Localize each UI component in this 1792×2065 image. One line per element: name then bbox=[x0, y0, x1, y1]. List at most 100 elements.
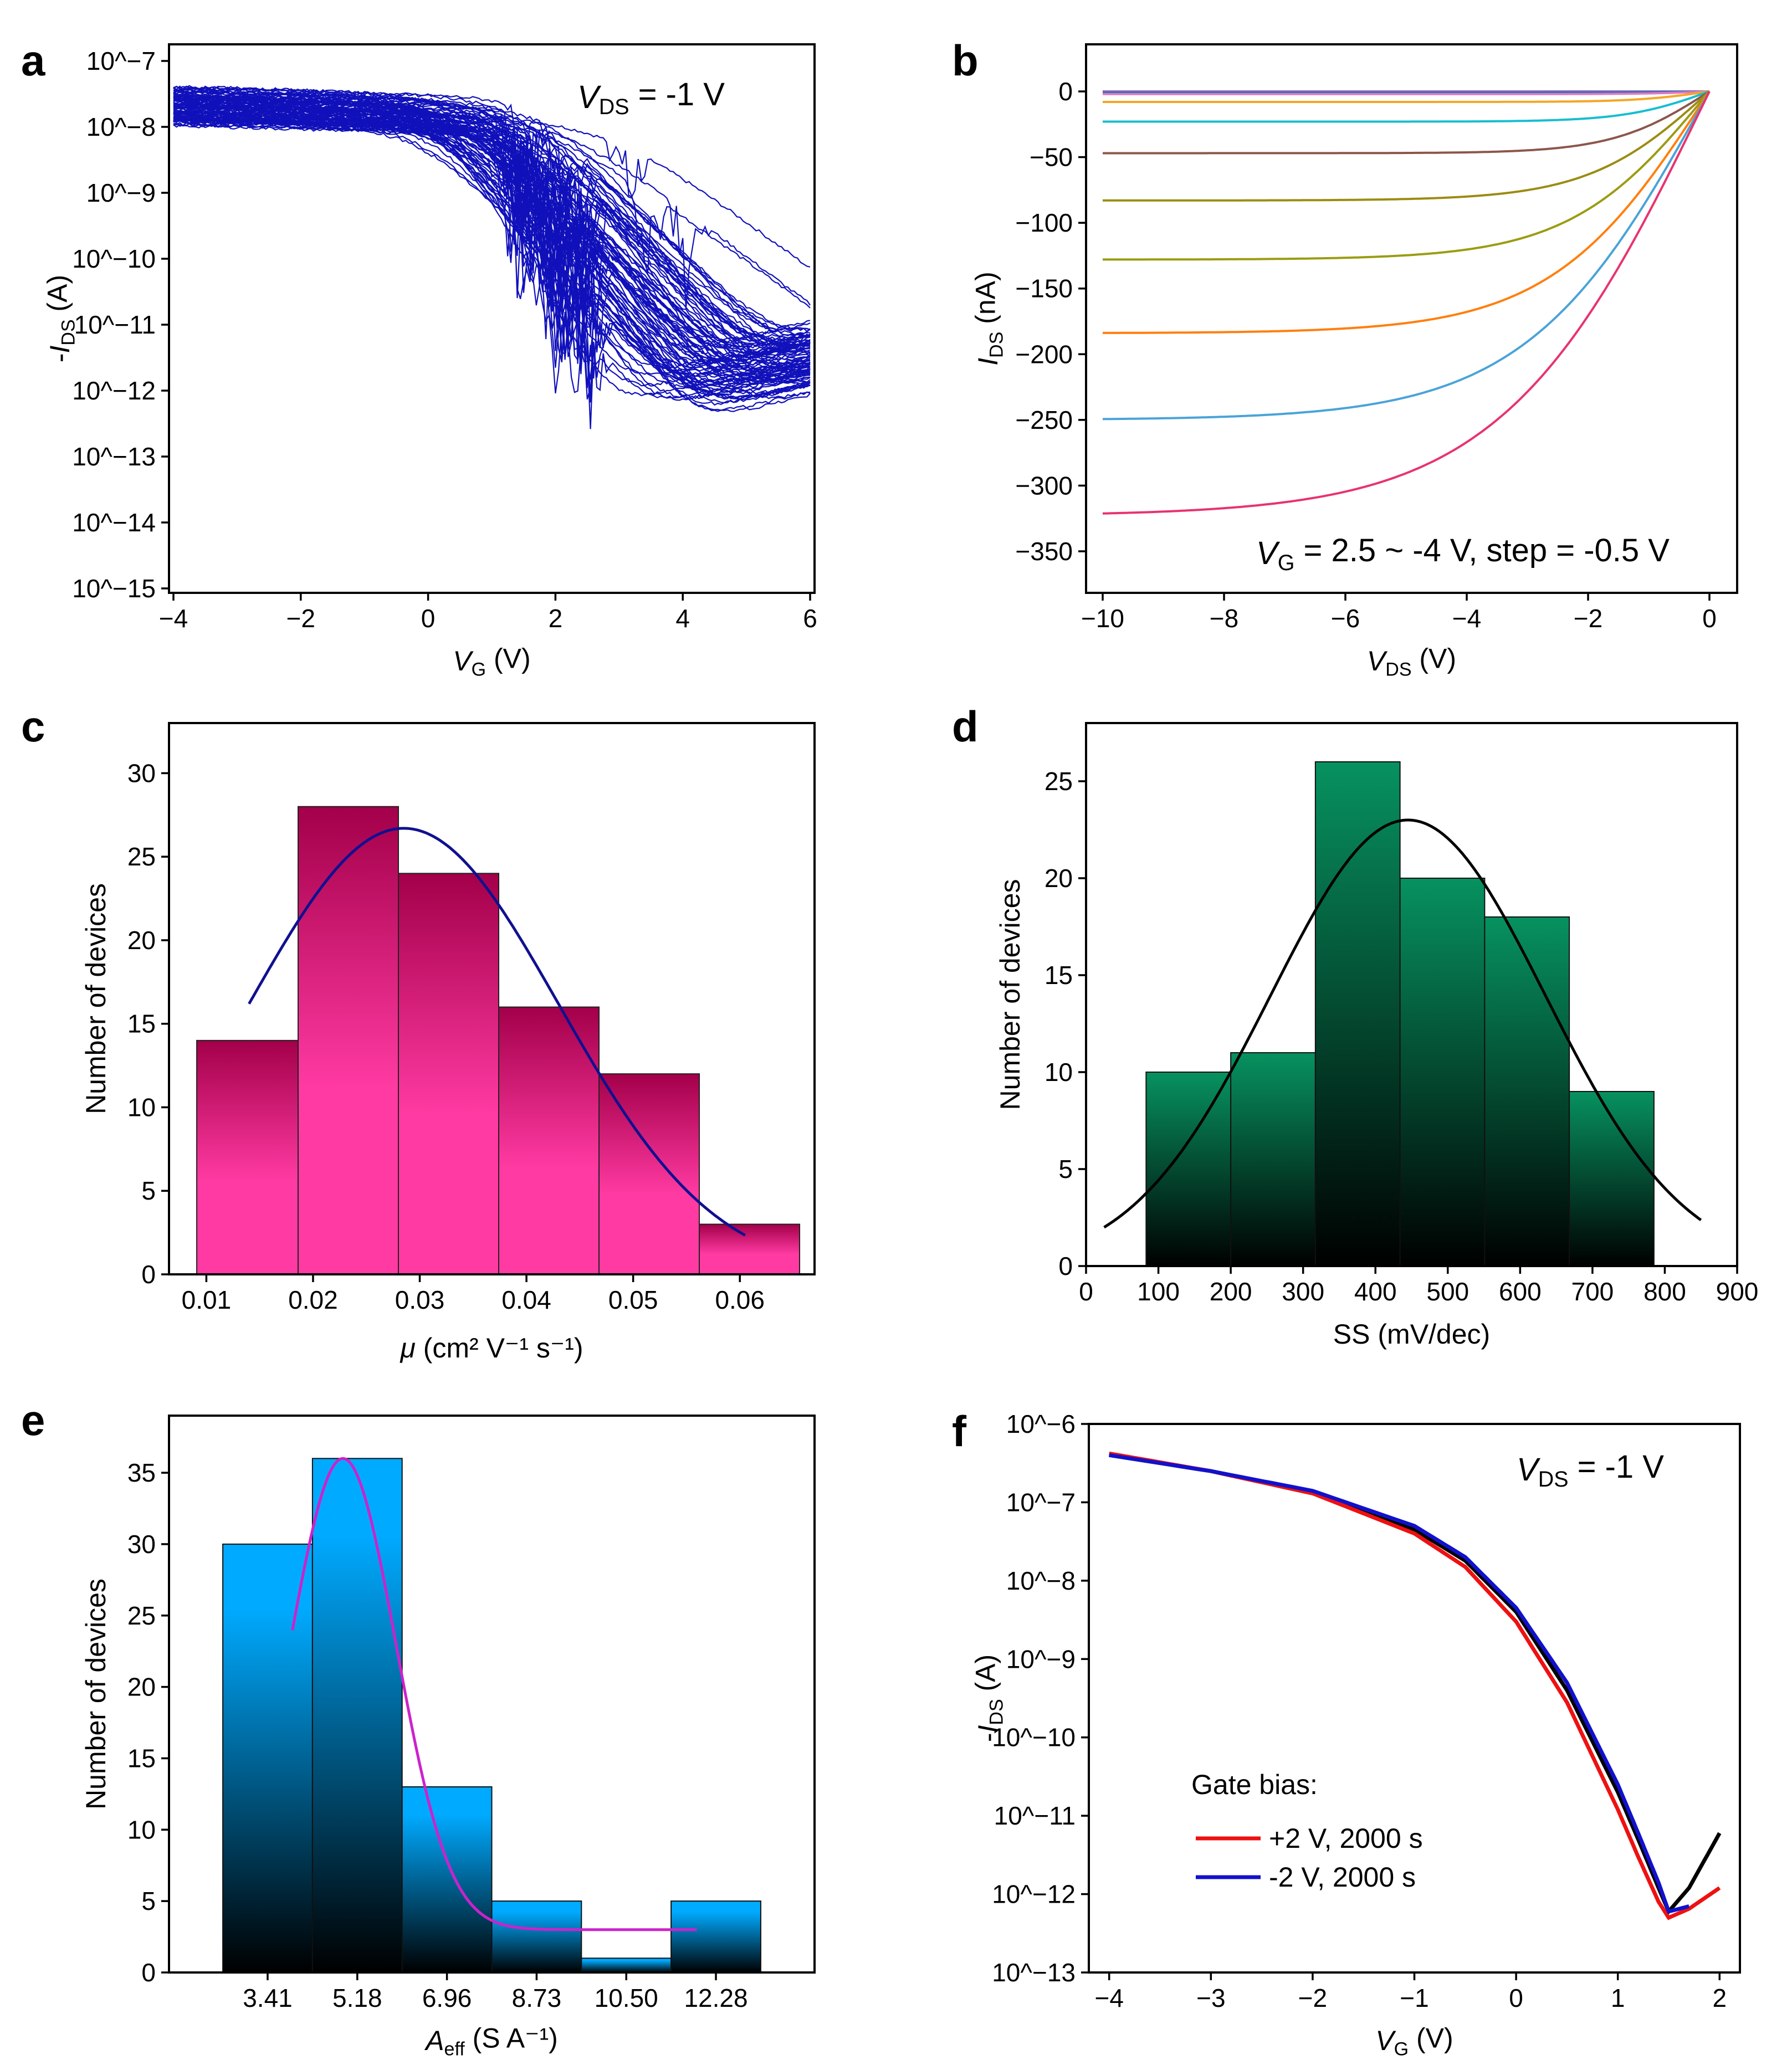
y-tick-label: 10^−9 bbox=[86, 178, 156, 207]
chart-d-ss-histogram: 0 100 200 300 400 500 600 700 800 900 0 5 10 15 20 25 SS… bbox=[995, 722, 1759, 1350]
y-tick-label: 0 bbox=[1058, 77, 1073, 106]
histogram-bar bbox=[498, 1006, 600, 1275]
chart-e-aeff-histogram: 3.41 5.18 6.96 8.73 10.50 12.28 0 5 10 15 20 25 30 35… bbox=[80, 1415, 816, 2060]
transfer-curve bbox=[173, 93, 811, 378]
x-tick-label: 0 bbox=[421, 604, 436, 633]
histogram-bar bbox=[1145, 1072, 1232, 1267]
transfer-curve bbox=[173, 96, 811, 350]
annotation: VG​ = 2.5 ~ -4 V, step = -0.5 V bbox=[1256, 532, 1670, 575]
histogram-bar bbox=[491, 1900, 582, 1973]
gaussian-fit bbox=[291, 1457, 697, 1931]
x-tick-label: −6 bbox=[1331, 604, 1360, 633]
histogram-bar bbox=[1399, 878, 1486, 1267]
histogram-bar bbox=[222, 1543, 313, 1973]
plot-frame bbox=[1085, 43, 1738, 594]
y-tick-label: 10^−12 bbox=[992, 1880, 1076, 1909]
y-tick-label: 10^−10 bbox=[72, 244, 156, 273]
y-tick-label: −250 bbox=[1015, 406, 1073, 434]
x-tick-label: 900 bbox=[1716, 1277, 1759, 1306]
y-tick-label: 5 bbox=[141, 1176, 156, 1205]
x-tick-label: −10 bbox=[1081, 604, 1124, 633]
transfer-curve bbox=[173, 117, 811, 355]
transfer-curve bbox=[173, 105, 811, 386]
y-tick-label: 10^−15 bbox=[72, 574, 156, 603]
y-tick-label: 10^−7 bbox=[86, 47, 156, 75]
x-tick-label: 300 bbox=[1282, 1277, 1324, 1306]
x-tick-label: −2 bbox=[1574, 604, 1602, 633]
plot-frame bbox=[168, 43, 816, 594]
gaussian-fit bbox=[1103, 818, 1702, 1229]
x-tick-label: 0.01 bbox=[182, 1285, 232, 1314]
panel-e-letter: e bbox=[21, 1396, 45, 1444]
x-tick-label: 10.50 bbox=[595, 1984, 658, 2012]
y-tick-label: 10 bbox=[1045, 1058, 1073, 1087]
chart-c-mobility-histogram: 0.01 0.02 0.03 0.04 0.05 0.06 0 5 10 15 20 25 30 μ (c… bbox=[80, 722, 816, 1364]
bias-curve-2 bbox=[1109, 1453, 1690, 1914]
x-tick-label: −4 bbox=[1094, 1984, 1123, 2012]
transfer-curve bbox=[173, 116, 811, 412]
y-tick-label: −200 bbox=[1015, 340, 1073, 368]
x-tick-label: 0.05 bbox=[608, 1285, 658, 1314]
x-tick-label: 100 bbox=[1137, 1277, 1180, 1306]
x-tick-label: 0 bbox=[1702, 604, 1717, 633]
y-tick-label: 10^−7 bbox=[1006, 1488, 1076, 1516]
x-tick-label: 4 bbox=[675, 604, 690, 633]
transfer-curve bbox=[173, 109, 811, 332]
x-tick-label: 700 bbox=[1571, 1277, 1614, 1306]
x-tick-label: 0.04 bbox=[501, 1285, 551, 1314]
y-tick-label: 10^−10 bbox=[992, 1723, 1076, 1752]
histogram-bar bbox=[311, 1458, 403, 1973]
y-tick-label: 10^−13 bbox=[992, 1958, 1076, 1987]
x-tick-label: 0.02 bbox=[288, 1285, 338, 1314]
y-tick-label: −100 bbox=[1015, 208, 1073, 237]
y-tick-label: 10 bbox=[127, 1093, 156, 1121]
panel-f-letter: f bbox=[952, 1407, 967, 1456]
gaussian-fit bbox=[248, 827, 746, 1237]
y-tick-label: −50 bbox=[1030, 143, 1073, 172]
plot-frame bbox=[168, 722, 816, 1275]
x-tick-label: 800 bbox=[1643, 1277, 1686, 1306]
x-tick-label: 3.41 bbox=[243, 1984, 293, 2012]
output-curve-3 bbox=[1103, 90, 1710, 95]
transfer-curve bbox=[173, 90, 811, 385]
y-tick-label: 20 bbox=[127, 1673, 156, 1702]
x-tick-label: 200 bbox=[1210, 1277, 1252, 1306]
x-axis-title: VDS​ (V) bbox=[1367, 643, 1456, 680]
y-tick-label: 0 bbox=[141, 1260, 156, 1289]
histogram-bar bbox=[298, 806, 400, 1275]
x-tick-label: 6 bbox=[803, 604, 817, 633]
y-axis-title: Number of devices bbox=[995, 879, 1026, 1110]
x-tick-label: −1 bbox=[1400, 1984, 1429, 2012]
histogram-bar bbox=[1569, 1091, 1655, 1267]
chart-a-transfer-curves: −4 −2 0 2 4 6 10^−7 10^−8 10^−9 10^−10 10^−11 10^−1… bbox=[42, 43, 817, 680]
y-tick-label: 0 bbox=[141, 1958, 156, 1987]
panel-d-letter: d bbox=[952, 702, 979, 751]
histogram-bar bbox=[1230, 1052, 1316, 1267]
histogram-bar bbox=[196, 1039, 299, 1275]
histogram-bar bbox=[699, 1223, 801, 1275]
transfer-curve bbox=[173, 99, 811, 383]
y-tick-label: 10^−11 bbox=[74, 310, 156, 339]
legend-label: +2 V, 2000 s bbox=[1269, 1823, 1423, 1854]
y-tick-label: 10^−8 bbox=[86, 112, 156, 141]
y-tick-label: 20 bbox=[1045, 864, 1073, 893]
y-axis-title: IDS​ (nA) bbox=[970, 271, 1007, 366]
y-tick-label: 10^−11 bbox=[994, 1801, 1076, 1830]
x-axis-title: SS (mV/dec) bbox=[1333, 1319, 1490, 1350]
y-tick-label: 25 bbox=[127, 842, 156, 871]
x-tick-label: 5.18 bbox=[332, 1984, 382, 2012]
y-tick-label: 35 bbox=[127, 1458, 156, 1487]
y-tick-label: 30 bbox=[127, 1530, 156, 1559]
y-tick-label: 10^−9 bbox=[1006, 1644, 1076, 1673]
y-tick-label: 10^−6 bbox=[1006, 1410, 1076, 1438]
y-tick-label: 10^−8 bbox=[1006, 1566, 1076, 1595]
x-tick-label: −8 bbox=[1210, 604, 1238, 633]
y-tick-label: 10^−14 bbox=[72, 508, 156, 537]
y-axis-title: Number of devices bbox=[80, 1579, 111, 1810]
output-curve-6 bbox=[1103, 90, 1711, 155]
y-tick-label: 5 bbox=[141, 1887, 156, 1915]
x-tick-label: 6.96 bbox=[422, 1984, 472, 2012]
transfer-curve bbox=[173, 90, 811, 357]
output-curve-11 bbox=[1102, 91, 1711, 515]
x-tick-label: 0 bbox=[1509, 1984, 1523, 2012]
